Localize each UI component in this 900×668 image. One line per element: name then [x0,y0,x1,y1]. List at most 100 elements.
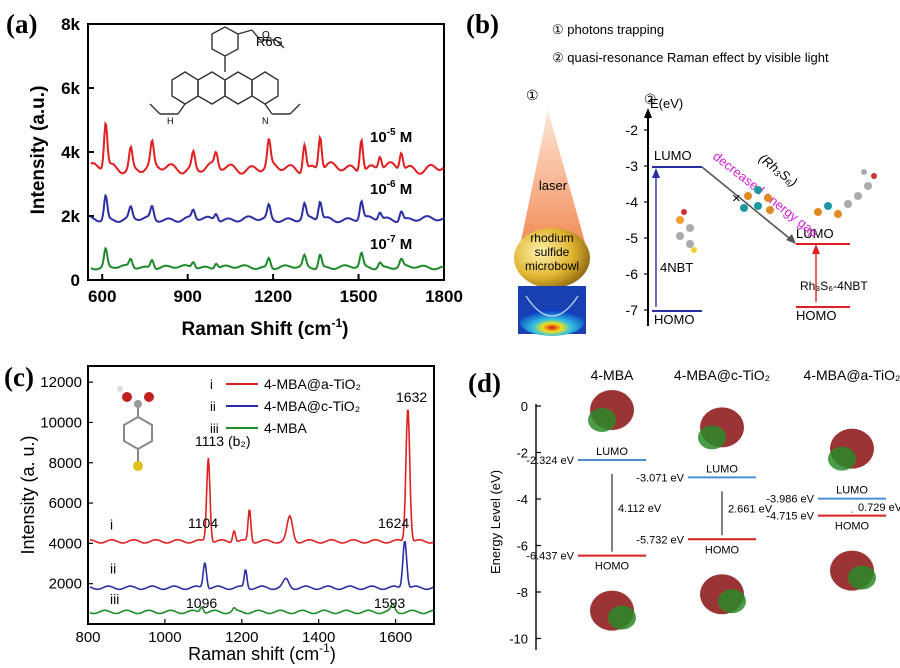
homo-left-label: HOMO [654,312,694,327]
r6g-structure-image [149,26,301,115]
d-orbital-image [698,407,746,615]
panel-b-note-2: ② quasi-resonance Raman effect by visibl… [552,50,829,65]
microbowl-label-2: sulfide [535,245,570,259]
panel-b: (b) ① photons trapping ② quasi-resonance… [466,9,877,336]
d-lumo-word: LUMO [706,463,738,475]
laser-bowl-illustration: laser rhodium sulfide microbowl [514,110,590,336]
microbowl-label-3: microbowl [525,259,579,273]
c-peak-label: 1113 (b₂) [195,433,251,449]
a-x-tick-label: 600 [88,287,116,306]
a-y-tick-label: 6k [61,79,80,98]
gap-arrow-head [786,234,796,244]
panel-c-peak-labels: 1113 (b₂) 1632 1104 1624 1096 1593 [186,389,427,611]
c-peak-label: 1624 [378,515,409,531]
b-y-tick-label: -7 [626,302,639,318]
c-curve-label: i [110,516,113,532]
complex-label: Rh₃S₆-4NBT [800,279,868,293]
panel-a-spectra [90,120,445,271]
b-y-tick-label: -5 [626,230,639,246]
d-lumo-value: -2.324 eV [526,455,574,467]
c-y-tick-label: 4000 [49,535,82,552]
c-legend-roman: ii [210,399,216,414]
panel-b-label: (b) [466,9,499,39]
c-x-tick-label: 1000 [148,629,181,646]
d-column-title: 4-MBA@c-TiO₂ [674,367,770,383]
c-x-tick-label: 800 [75,629,100,646]
energy-axis-arrow [644,108,652,118]
field-bowl-outline [525,295,579,317]
d-y-tick-label: -8 [516,585,528,600]
d-y-tick-label: -6 [516,539,528,554]
c-y-tick-label: 10000 [40,414,82,431]
a-spectrum-1e-6 [90,193,445,224]
b-y-tick-label: -4 [626,194,639,210]
laser-label: laser [539,178,568,193]
laser-beam-shape [520,110,586,246]
a-spectrum-1e-7 [90,246,444,271]
a-x-tick-label: 1500 [340,287,378,306]
c-y-tick-label: 12000 [40,374,82,391]
a-x-tick-label: 1800 [425,287,463,306]
c-y-tick-label: 6000 [49,495,82,512]
left-arrow-head [652,168,660,178]
c-legend-label: 4-MBA@c-TiO₂ [264,398,360,414]
panel-c: (c) 800 1000 1200 1400 1600 2000 4000 6000 8000… [4,362,435,664]
d-gap-value: 0.729 eV [858,502,900,514]
a-spectrum-1e-5 [90,120,445,175]
d-homo-word: HOMO [595,561,630,573]
panel-c-label: (c) [4,362,34,392]
d-lumo-word: LUMO [836,485,868,497]
panel-c-y-ticks: 2000 4000 6000 8000 10000 12000 [40,374,93,593]
d-y-tick-label: -2 [516,446,528,461]
panel-a-y-axis-title: Intensity (a.u.) [28,86,49,215]
d-lumo-word: LUMO [596,446,628,458]
panel-d: (d) 0 -2 -4 -6 -8 -10 Energy Level (eV) 4-MBA… [468,367,900,650]
b-y-tick-label: -2 [626,122,639,138]
panel-d-columns: 4-MBA LUMO HOMO -2.324 eV -6.437 eV 4.112 eV 4… [526,367,900,631]
c-peak-label: 1096 [186,595,217,611]
panel-a-x-axis-title: Raman Shift (cm-1) [182,316,349,340]
homo-right-label: HOMO [796,308,836,323]
panel-a-label: (a) [6,9,37,39]
d-homo-value: -4.715 eV [766,511,814,523]
a-y-tick-label: 0 [71,271,80,290]
panel-a-concentration-labels: 10-5 M 10-6 M 10-7 M [370,127,412,253]
panel-c-axes-frame [87,365,435,625]
4nbt-molecule-image [676,209,697,253]
lumo-right-label: LUMO [796,226,834,241]
c-x-tick-label: 1400 [302,629,335,646]
a-concentration-label: 10-6 M [370,179,412,198]
d-y-tick-label: -4 [516,492,528,507]
d-column-title: 4-MBA [591,367,634,383]
d-homo-word: HOMO [835,521,870,533]
d-gap-value: 2.661 eV [728,503,773,515]
amine-right-label: N [262,116,269,126]
panel-a-y-ticks: 0 2k 4k 6k 8k [61,15,94,290]
energy-axis-title: E(eV) [650,96,683,111]
d-column-title: 4-MBA@a-TiO₂ [804,367,900,383]
d-orbital-image [588,390,636,631]
r6g-label: R6G [256,34,283,49]
a-concentration-label: 10-7 M [370,234,412,253]
a-x-tick-label: 900 [173,287,201,306]
panel-b-mark-1: ① [526,87,539,103]
c-peak-label: 1104 [188,515,218,531]
panel-b-mark-2: ② [644,91,657,107]
c-x-tick-label: 1600 [379,629,412,646]
d-lumo-value: -3.071 eV [636,472,684,484]
microbowl-shape [514,228,590,288]
d-orbital-image [828,428,876,591]
d-y-tick-label: -10 [509,632,528,647]
b-y-tick-label: -6 [626,266,639,282]
panel-c-x-ticks: 800 1000 1200 1400 1600 [75,619,412,646]
rh3s6-cluster-image [740,186,774,214]
c-legend-label: 4-MBA@a-TiO₂ [264,376,361,392]
b-y-tick-label: -3 [626,158,639,174]
d-y-tick-label: 0 [521,399,528,414]
panel-d-y-axis-title: Energy Level (eV) [488,470,503,574]
c-legend-roman: i [210,377,213,392]
complex-molecule-image [814,169,877,218]
d-homo-value: -6.437 eV [526,551,574,563]
